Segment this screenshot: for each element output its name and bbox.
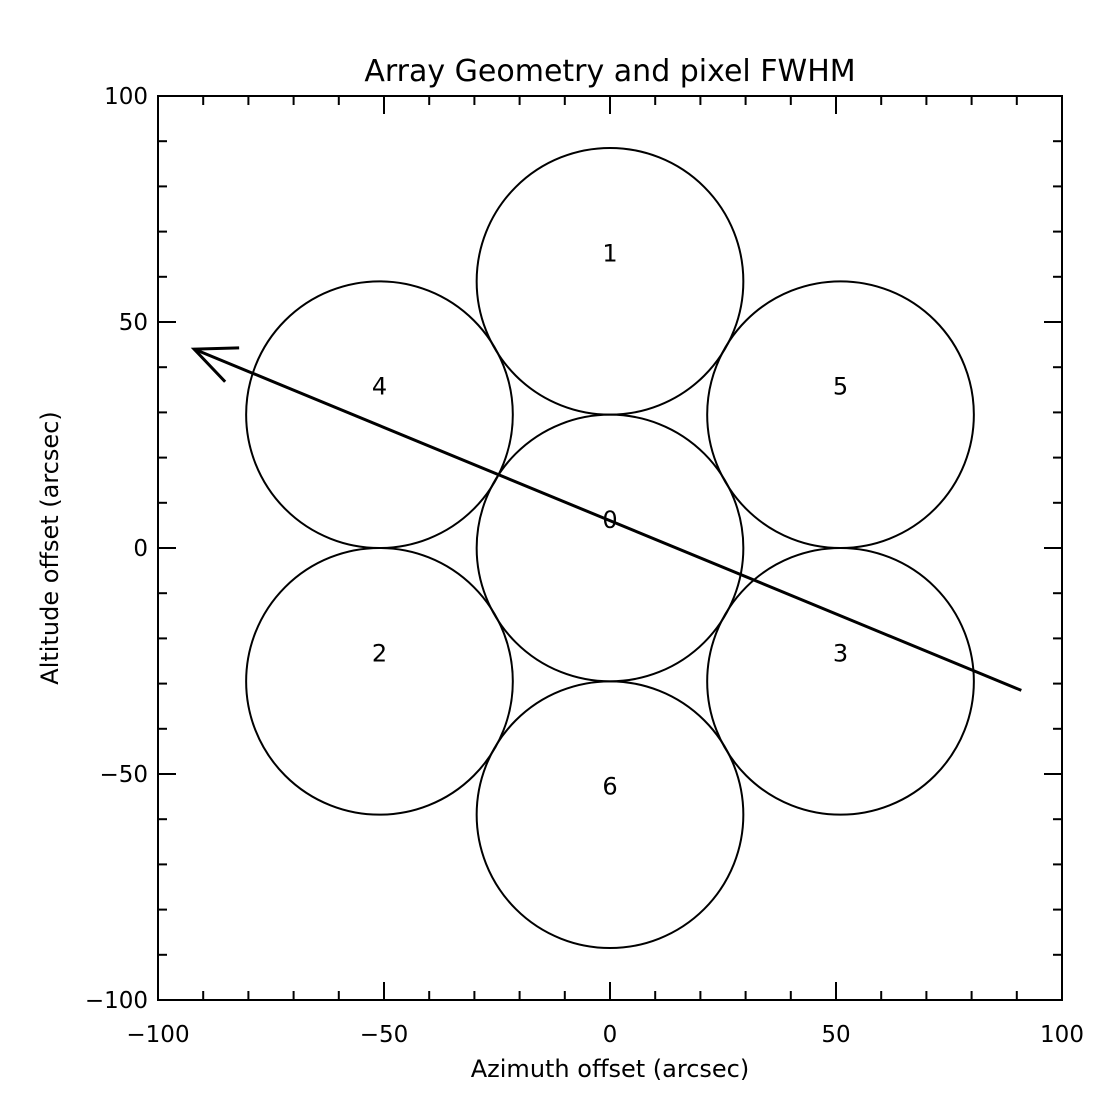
axis-tick-labels: −100 −50 0 50 100 −100 −50 0 50 100: [85, 84, 1084, 1048]
axis-ticks: [157, 95, 1063, 1001]
pixel-label-2: 2: [372, 639, 387, 667]
x-tick-label: 50: [821, 1022, 850, 1048]
pixel-label-4: 4: [372, 373, 387, 401]
pixel-circle-1: [475, 146, 745, 416]
plot-frame: [157, 95, 1063, 1001]
pixel-circle-3: [706, 547, 975, 816]
x-tick-label: 0: [603, 1022, 618, 1048]
scan-direction-arrow: [190, 346, 1022, 692]
x-axis-label: Azimuth offset (arcsec): [471, 1055, 749, 1083]
arrow-head: [190, 346, 240, 383]
chart-title: Array Geometry and pixel FWHM: [364, 54, 855, 89]
y-tick-label: 0: [133, 536, 148, 562]
pixel-circle-2: [245, 547, 514, 816]
y-axis-label: Altitude offset (arcsec): [36, 411, 64, 684]
x-tick-label: −50: [360, 1022, 409, 1048]
y-tick-label: 100: [104, 84, 148, 110]
pixel-label-5: 5: [833, 373, 848, 401]
y-tick-label: −100: [85, 988, 148, 1014]
x-tick-label: −100: [126, 1022, 189, 1048]
y-tick-label: −50: [99, 762, 148, 788]
pixel-label-1: 1: [602, 239, 617, 267]
pixel-circle-6: [475, 680, 745, 950]
x-tick-label: 100: [1040, 1022, 1084, 1048]
pixel-circle-4: [245, 280, 514, 549]
arrow-shaft: [193, 347, 1022, 692]
pixel-circle-0: [475, 413, 745, 683]
pixel-label-6: 6: [602, 773, 617, 801]
y-tick-label: 50: [119, 310, 148, 336]
pixel-label-3: 3: [833, 639, 848, 667]
pixel-circle-5: [706, 280, 975, 549]
